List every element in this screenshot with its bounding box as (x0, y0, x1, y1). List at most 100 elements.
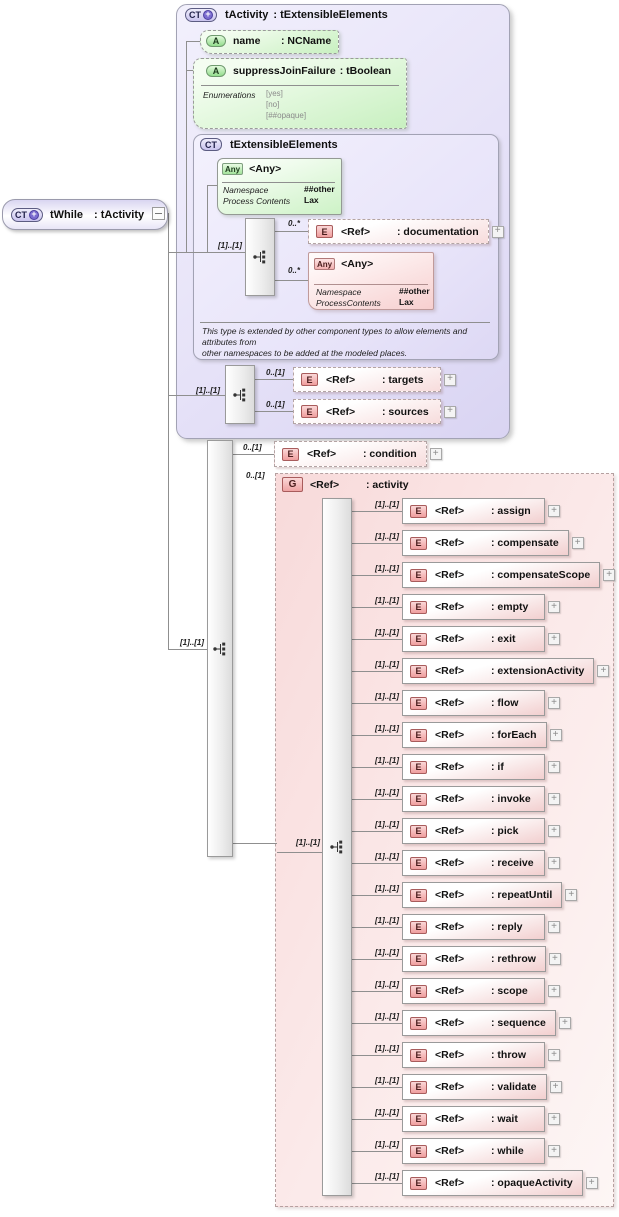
element-extensionActivity[interactable]: E <Ref>: extensionActivity (402, 658, 610, 684)
element-icon: E (410, 952, 427, 966)
connector-line (352, 639, 402, 640)
expand-icon[interactable] (548, 921, 560, 933)
element-wait[interactable]: E <Ref>: wait (402, 1106, 560, 1132)
element-forEach[interactable]: E <Ref>: forEach (402, 722, 562, 748)
expand-icon[interactable] (597, 665, 610, 677)
expand-icon[interactable] (548, 825, 560, 837)
expand-icon[interactable] (429, 448, 442, 460)
collapse-toggle[interactable] (152, 207, 165, 220)
element-condition[interactable]: E <Ref> : condition (274, 441, 442, 467)
sequence-icon (233, 388, 246, 402)
expand-icon[interactable] (549, 1081, 562, 1093)
attribute-suppressjoinfailure-box[interactable]: A suppressJoinFailure : tBoolean Enumera… (193, 58, 407, 129)
expand-icon[interactable] (548, 953, 561, 965)
expand-icon[interactable] (548, 697, 560, 709)
element-ref: <Ref> (435, 505, 465, 517)
element-icon: E (301, 405, 318, 418)
expand-icon[interactable] (565, 889, 578, 901)
element-icon: E (410, 632, 427, 646)
element-ref: <Ref> (435, 985, 465, 997)
expand-icon[interactable] (558, 1017, 571, 1029)
expand-icon[interactable] (491, 225, 504, 238)
element-ref: <Ref> (435, 921, 465, 933)
element-ref: <Ref> (435, 601, 465, 613)
element-compensate[interactable]: E <Ref>: compensate (402, 530, 584, 556)
cardinality-label: [1]..[1] (375, 820, 399, 829)
process-contents-value: Lax (304, 195, 319, 205)
element-sources[interactable]: E <Ref> : sources (293, 399, 456, 424)
element-targets[interactable]: E <Ref> : targets (293, 367, 456, 392)
cardinality-label: [1]..[1] (375, 756, 399, 765)
connector-line (352, 1151, 402, 1152)
any-element-box[interactable]: Any <Any> Namespace ##other ProcessConte… (308, 252, 434, 310)
expand-icon[interactable] (444, 405, 456, 418)
element-flow[interactable]: E <Ref>: flow (402, 690, 560, 716)
element-repeatUntil[interactable]: E <Ref>: repeatUntil (402, 882, 578, 908)
element-rethrow[interactable]: E <Ref>: rethrow (402, 946, 561, 972)
expand-icon[interactable] (548, 985, 560, 997)
element-name: : scope (491, 985, 528, 997)
tactivity-title: tActivity (225, 9, 269, 21)
attribute-name-label: name (233, 35, 261, 47)
annotation-line: This type is extended by other component… (202, 326, 468, 336)
expand-icon[interactable] (548, 601, 560, 613)
attribute-name-box[interactable]: A name : NCName (200, 30, 339, 54)
element-ref: <Ref> (435, 537, 465, 549)
element-invoke[interactable]: E <Ref>: invoke (402, 786, 560, 812)
element-assign[interactable]: E <Ref>: assign (402, 498, 560, 524)
element-icon: E (410, 1080, 427, 1094)
element-name: : targets (382, 373, 424, 386)
expand-icon[interactable] (548, 1113, 560, 1125)
element-name: : extensionActivity (491, 665, 585, 677)
enum-value: [yes] (266, 89, 283, 98)
cardinality-label: [1]..[1] (375, 1108, 399, 1117)
element-compensateScope[interactable]: E <Ref>: compensateScope (402, 562, 616, 588)
element-if[interactable]: E <Ref>: if (402, 754, 560, 780)
element-empty[interactable]: E <Ref>: empty (402, 594, 560, 620)
element-sequence[interactable]: E <Ref>: sequence (402, 1010, 571, 1036)
expand-icon[interactable] (548, 1049, 560, 1061)
expand-icon[interactable] (548, 761, 560, 773)
element-validate[interactable]: E <Ref>: validate (402, 1074, 562, 1100)
activity-group-header: G <Ref> : activity (282, 477, 409, 492)
expand-icon[interactable] (548, 1145, 560, 1157)
element-name: : if (491, 761, 504, 773)
element-exit[interactable]: E <Ref>: exit (402, 626, 560, 652)
element-icon: E (410, 568, 427, 582)
any-attribute-box[interactable]: Any <Any> Namespace ##other Process Cont… (217, 158, 342, 215)
element-scope[interactable]: E <Ref>: scope (402, 978, 560, 1004)
element-reply[interactable]: E <Ref>: reply (402, 914, 560, 940)
expand-icon[interactable] (548, 857, 560, 869)
expand-icon[interactable] (548, 793, 560, 805)
element-ref: <Ref> (326, 373, 356, 386)
cardinality-label: [1]..[1] (375, 660, 399, 669)
cardinality-label: [1]..[1] (375, 532, 399, 541)
connector-line (352, 575, 402, 576)
expand-icon[interactable] (585, 1177, 598, 1189)
expand-icon[interactable] (603, 569, 616, 581)
element-throw[interactable]: E <Ref>: throw (402, 1042, 560, 1068)
connector-line (352, 703, 402, 704)
expand-icon[interactable] (571, 537, 584, 549)
root-name: tWhile (50, 208, 83, 221)
expand-icon[interactable] (548, 505, 560, 517)
cardinality-label: 0..* (288, 219, 301, 228)
expand-icon[interactable] (549, 729, 562, 741)
twhile-root-box[interactable]: CT tWhile : tActivity (2, 199, 168, 230)
element-receive[interactable]: E <Ref>: receive (402, 850, 560, 876)
element-icon: E (410, 792, 427, 806)
element-ref: <Ref> (326, 405, 356, 418)
element-documentation[interactable]: E <Ref> : documentation (308, 219, 504, 244)
expand-icon[interactable] (444, 373, 456, 386)
complex-type-icon: CT (200, 138, 222, 151)
connector-line (207, 185, 217, 186)
element-pick[interactable]: E <Ref>: pick (402, 818, 560, 844)
cardinality-label: [1]..[1] (375, 596, 399, 605)
divider (200, 322, 490, 323)
element-opaqueActivity[interactable]: E <Ref>: opaqueActivity (402, 1170, 598, 1196)
expand-icon[interactable] (548, 633, 560, 645)
element-name: : exit (491, 633, 516, 645)
cardinality-label: [1]..[1] (296, 838, 320, 847)
element-while[interactable]: E <Ref>: while (402, 1138, 560, 1164)
element-ref: <Ref> (435, 793, 465, 805)
